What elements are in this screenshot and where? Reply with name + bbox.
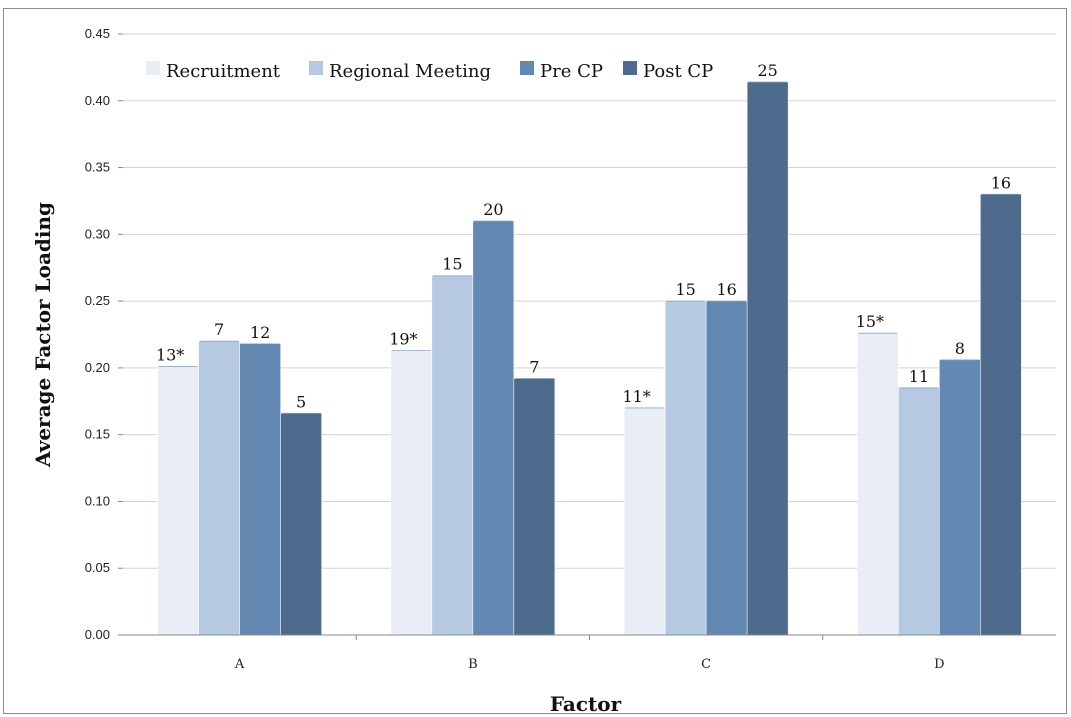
bar <box>513 378 556 636</box>
data-label: 19* <box>389 330 417 349</box>
y-tick-label: 0.20 <box>85 360 110 375</box>
data-label: 13* <box>156 346 184 365</box>
x-tick-label: D <box>934 657 944 672</box>
y-tick-labels: 0.00 0.05 0.10 0.15 0.20 0.25 0.30 0.35 0.40 0.45 <box>85 26 110 642</box>
legend-label: Pre CP <box>540 61 603 82</box>
y-tick-label: 0.35 <box>85 160 110 175</box>
data-label: 7 <box>214 320 224 339</box>
bar <box>472 220 515 636</box>
bar <box>898 387 940 636</box>
data-label: 11* <box>622 387 650 406</box>
y-tick-label: 0.40 <box>85 93 110 108</box>
y-axis-title: Average Factor Loading <box>31 202 55 468</box>
bar <box>705 300 748 636</box>
legend-swatch <box>309 61 323 75</box>
data-label: 25 <box>757 61 777 80</box>
legend-label: Post CP <box>643 61 713 82</box>
bar <box>239 343 281 636</box>
x-tick-label: C <box>701 657 711 672</box>
bar <box>390 350 433 636</box>
legend-swatch <box>520 61 534 75</box>
bar <box>431 275 474 636</box>
data-label: 20 <box>483 200 503 219</box>
legend-swatch <box>146 61 160 75</box>
y-tick-label: 0.30 <box>85 226 110 241</box>
bar <box>623 407 666 636</box>
bar <box>198 340 240 636</box>
y-tick-label: 0.00 <box>85 627 110 642</box>
legend-label: Regional Meeting <box>329 61 491 82</box>
x-tick-label: B <box>468 657 478 672</box>
data-label: 15 <box>442 255 462 274</box>
legend-swatch <box>623 61 637 75</box>
bar <box>157 366 199 636</box>
y-tick-label: 0.25 <box>85 293 110 308</box>
x-tick-labels: A B C D <box>234 635 945 672</box>
data-label: 15* <box>856 312 884 331</box>
y-tick-label: 0.45 <box>85 26 110 41</box>
data-labels: 13* 7 12 5 19* 15 20 7 11* 15 16 25 15* 11 8 16 <box>156 61 1011 411</box>
data-label: 16 <box>716 280 736 299</box>
data-label: 16 <box>991 173 1011 192</box>
bar <box>280 413 322 636</box>
x-axis-title: Factor <box>550 692 622 716</box>
bar <box>857 332 899 636</box>
data-label: 8 <box>955 339 965 358</box>
bars <box>157 81 1022 636</box>
x-tick-label: A <box>234 657 245 672</box>
data-label: 7 <box>529 358 539 377</box>
data-label: 15 <box>675 280 695 299</box>
legend: Recruitment Regional Meeting Pre CP Post CP <box>146 61 713 82</box>
bar <box>746 81 789 636</box>
bar <box>664 300 707 636</box>
bar <box>980 194 1022 636</box>
legend-label: Recruitment <box>166 61 281 82</box>
bar <box>939 359 981 636</box>
y-tick-label: 0.10 <box>85 493 110 508</box>
data-label: 11 <box>909 367 929 386</box>
data-label: 5 <box>296 392 306 411</box>
data-label: 12 <box>250 323 270 342</box>
y-tick-label: 0.05 <box>85 560 110 575</box>
y-tick-label: 0.15 <box>85 427 110 442</box>
